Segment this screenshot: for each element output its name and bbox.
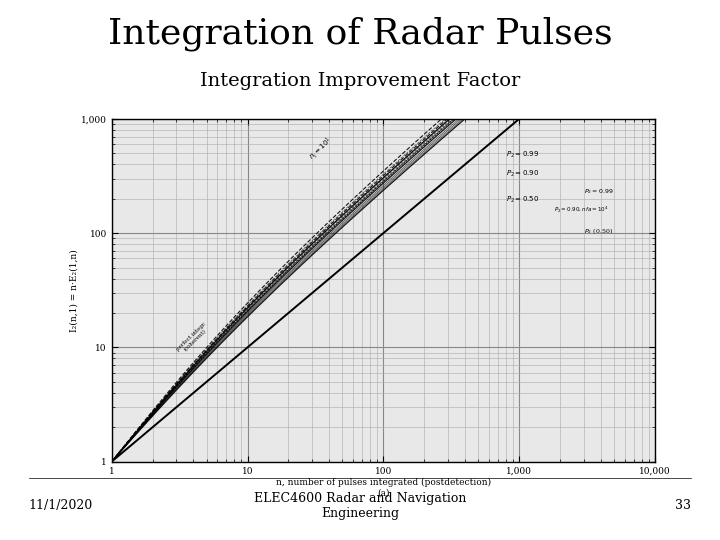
Y-axis label: I₂(n,1) = n·E₂(1,n): I₂(n,1) = n·E₂(1,n) <box>69 249 78 332</box>
Text: 11/1/2020: 11/1/2020 <box>29 500 93 512</box>
Text: Integration of Radar Pulses: Integration of Radar Pulses <box>108 16 612 51</box>
X-axis label: n, number of pulses integrated (postdetection)
(a): n, number of pulses integrated (postdete… <box>276 478 491 498</box>
Text: $P_2$ (0.50): $P_2$ (0.50) <box>584 226 613 235</box>
Text: 33: 33 <box>675 500 691 512</box>
Text: perfect integr.
(coherent): perfect integr. (coherent) <box>176 321 212 356</box>
Text: $P_2 = 0.90$: $P_2 = 0.90$ <box>506 168 539 179</box>
Text: $P_2 = 0.99$: $P_2 = 0.99$ <box>506 150 539 160</box>
Text: $P_2 = 0.50$: $P_2 = 0.50$ <box>506 195 539 205</box>
Text: ELEC4600 Radar and Navigation
Engineering: ELEC4600 Radar and Navigation Engineerin… <box>254 492 466 520</box>
Text: $n_i = 10^1$: $n_i = 10^1$ <box>307 134 336 163</box>
Text: $P_2 = 0.90, nfa = 10^4$: $P_2 = 0.90, nfa = 10^4$ <box>554 205 608 215</box>
Text: $P_2 = 0.99$: $P_2 = 0.99$ <box>584 187 614 196</box>
Text: Integration Improvement Factor: Integration Improvement Factor <box>200 72 520 90</box>
